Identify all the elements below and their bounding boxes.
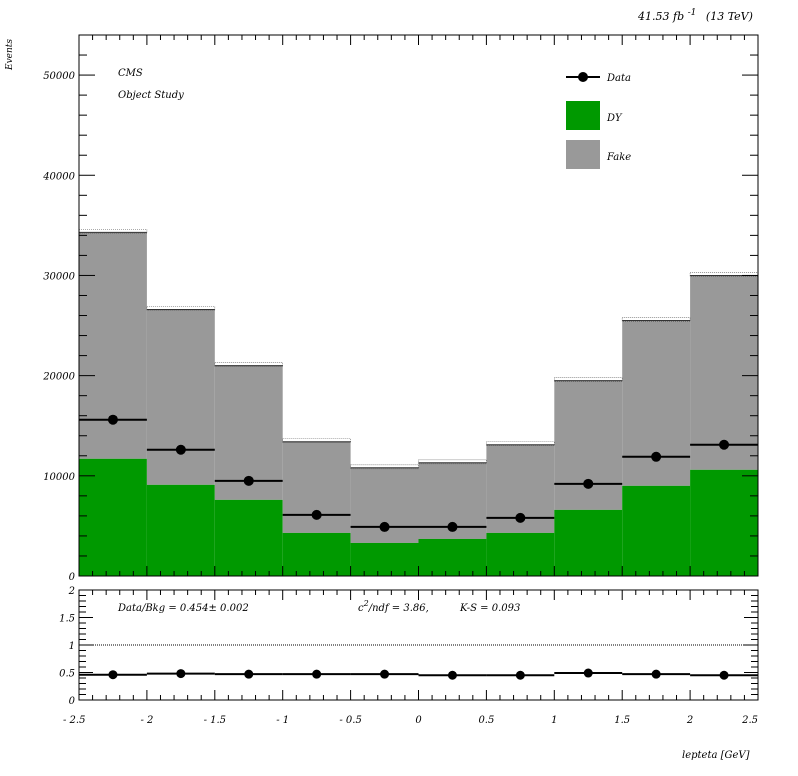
data-point [719,439,730,450]
y-tick-label: 30000 [43,271,75,282]
ratio-point [312,669,322,679]
dy-bar [350,542,419,576]
y-axis-title: Events [5,39,15,71]
ratio-y-tick-label: 0 [69,696,76,707]
data-point [379,521,390,532]
data-point [651,451,662,462]
x-tick-label: 1.5 [614,715,630,726]
legend-dy-label: DY [606,113,623,124]
x-tick-label: - 0.5 [339,715,361,726]
legend-data-marker [578,72,588,82]
ratio-chi2-text: c2/ndf = 3.86, [358,599,429,614]
stack-bars [79,232,758,576]
data-point [515,512,526,523]
ratio-point [380,669,390,679]
ratio-point [244,669,254,679]
ratio-y-tick-label: 2 [68,586,75,597]
data-point [311,509,322,520]
data-point [447,521,458,532]
x-tick-label: - 2.5 [63,715,85,726]
ratio-points [79,668,758,680]
data-points [79,414,758,532]
legend-fake-label: Fake [606,152,631,163]
ratio-point [651,669,661,679]
y-tick-label: 0 [69,572,76,583]
ratio-point [176,669,186,679]
ratio-ks-text: K-S = 0.093 [459,603,520,614]
x-tick-label: 1 [551,715,557,726]
dy-bar [214,499,283,576]
data-point [583,478,594,489]
x-tick-label: - 2 [140,715,153,726]
x-tick-label: 2.5 [741,715,758,726]
ratio-point [447,670,457,680]
dy-bar [146,484,215,576]
dy-bar [690,469,758,576]
x-tick-label: 0.5 [478,715,494,726]
luminosity-label: 41.53 fb -1 (13 TeV) [637,5,753,23]
ratio-y-tick-label: 1.5 [59,614,75,625]
data-point [243,475,254,486]
x-axis-title: lepteta [GeV] [682,750,750,761]
x-tick-label: 2 [686,715,693,726]
ratio-y-tick-label: 0.5 [59,669,75,680]
dy-bar [79,458,147,576]
study-label: Object Study [118,90,184,101]
ratio-point [108,670,118,680]
y-tick-label: 10000 [43,472,75,483]
dy-bar [282,532,351,576]
fake-bar [146,309,215,485]
main-axis-ticks: 0 10000 20000 30000 40000 50000 [42,34,759,583]
x-tick-label: 0 [415,715,422,726]
ratio-point [583,668,593,678]
data-point [107,414,118,425]
dy-bar [486,532,555,576]
data-point [175,444,186,455]
ratio-axis-ticks: 0 0.5 1 1.5 2 - 2.5 - 2 - 1.5 - 1 - 0.5 0 0.5 1 1.5 2 2… [59,586,759,726]
ratio-y-tick-label: 1 [69,641,75,652]
ratio-databkg-text: Data/Bkg = 0.454± 0.002 [117,603,249,614]
y-tick-label: 50000 [43,71,75,82]
y-tick-label: 40000 [42,171,75,182]
x-tick-label: - 1 [276,715,289,726]
dy-bar [418,538,487,576]
legend-dy-swatch [566,101,600,130]
x-tick-label: - 1.5 [204,715,226,726]
fake-bar [554,380,623,510]
dy-bar [554,509,623,576]
legend-fake-swatch [566,140,600,169]
legend-data-label: Data [606,73,631,84]
y-tick-label: 20000 [42,372,75,383]
fake-bar [79,232,147,459]
fake-bar [690,275,758,470]
experiment-label: CMS [118,68,143,79]
dy-bar [622,485,691,576]
legend: Data DY Fake [566,72,631,169]
uncertainty-band [78,229,759,470]
ratio-point [515,670,525,680]
ratio-point [719,670,729,680]
